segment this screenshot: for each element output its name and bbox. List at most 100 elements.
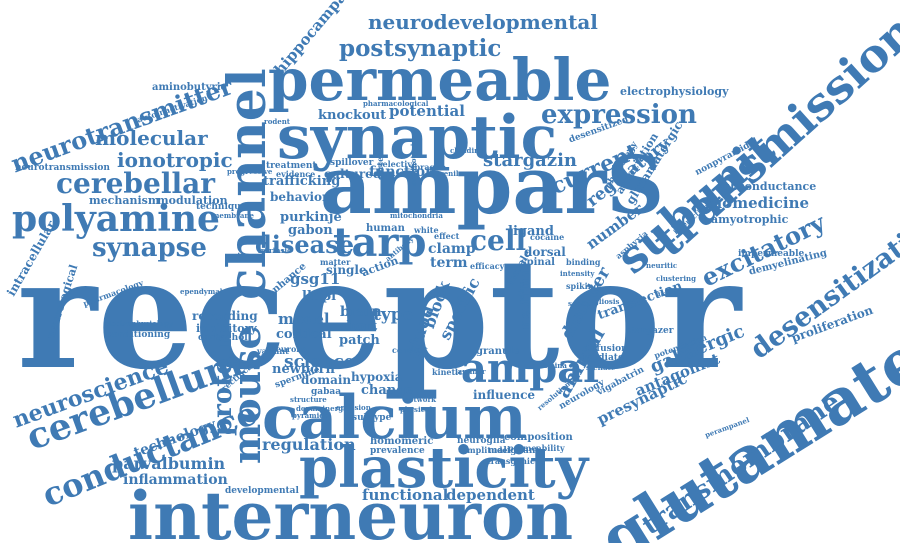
word-emission: emission [336,403,371,412]
word-function: function [369,164,436,180]
word-dopaminergic: dopaminergic [296,404,351,413]
word-synapse: synapse [92,233,207,263]
word-molecular: molecular [95,126,208,150]
word-organotypic: organotypic [409,139,418,186]
word-carbachol: carbachol [198,333,248,343]
word-amyotrophic: amyotrophic [711,213,789,226]
word-ligand: ligand [508,224,554,239]
word-ionotropic: ionotropic [117,148,233,172]
word-parvalbumin: parvalbumin [112,454,226,473]
word-treatment: treatment [266,161,317,171]
word-purkinje: purkinje [280,210,342,225]
word-transgenic: transgenic [487,456,535,466]
word-membrane: membrane [212,211,254,220]
word-influence: influence [473,388,536,402]
word-receptor: receptor [17,224,742,403]
word-behavior: behavior [270,190,329,204]
word-trafficking: trafficking [263,174,341,189]
word-matter: matter [320,257,351,267]
word-newborn: newborn [272,362,335,377]
word-pathway: pathway [228,251,261,260]
word-inflammation: inflammation [123,472,228,488]
word-evidence: evidence [276,169,316,179]
word-composition: composition [504,432,573,443]
word-plasticity: plasticity [299,435,589,501]
word-structure: structure [290,395,327,404]
word-change: change [361,383,414,398]
word-sprague: sprague [410,162,446,172]
word-mitochondria: mitochondria [390,211,443,220]
word-ependymal: ependymal [180,287,223,296]
word-human: human [366,223,405,234]
word-interneuron: interneuron [128,477,574,543]
word-kainate: kainate [216,359,246,368]
word-ampars: amparS [320,138,665,232]
word-gsg11: gsg11 [290,270,341,288]
word-homomeric: homomeric [370,436,434,447]
word-efficacy: efficacy [470,261,505,271]
word-neurodevelopmental: neurodevelopmental [368,10,598,34]
word-synaptic: synaptic [277,103,558,173]
word-conditioning: conditioning [106,330,171,340]
word-type: type [373,305,414,325]
word-progressive: progressive [227,167,273,176]
word-rodent: rodent [264,117,291,126]
word-term: term [430,255,468,271]
word-knockout: knockout [318,108,387,123]
word-postsynaptic: postsynaptic [339,35,502,62]
word-cortical: cortical [276,327,332,342]
word-white: white [414,225,439,235]
word-polyamine: polyamine [12,198,220,240]
word-juvenile: juvenile [432,169,464,178]
word-neuritic: neuritic [646,261,678,270]
word-patch: patch [339,333,380,348]
word-physical: physical [400,405,433,414]
word-aminobutyric: aminobutyric [152,82,227,93]
word-diffusion: diffusion [583,344,628,354]
word-disease: disease [255,230,355,259]
word-ampar: ampar [461,345,605,392]
word-amplitude: amplitude [462,445,508,455]
word-claudins: claudins [450,146,484,155]
word-stargazer: stargazer [626,326,674,336]
word-subtype: subtype [352,413,392,423]
word-impermeable: impermeable [738,249,805,259]
word-pyramidal: pyramidal [292,411,332,420]
word-expression: expression [541,100,697,130]
word-developmental: developmental [225,486,299,496]
word-conduct: conduct [392,345,428,355]
word-neuroglia: neuroglia [457,436,506,446]
word-selective: selective [378,159,418,169]
word-electrophysiology: electrophysiology [620,85,729,98]
word-pharmacological: pharmacological [363,99,429,108]
word-clustering: clustering [656,274,696,283]
word-electrophysiology-small: electrophysiology [104,319,174,328]
word-modulation: modulation [157,194,228,207]
word-permeability: permeability [508,443,565,453]
word-malignant: malignant [488,446,540,456]
word-stargazin: stargazin [483,150,577,171]
word-recording: recording [192,309,258,323]
word-gabon: gabon [288,223,333,238]
word-intensity: intensity [560,269,595,278]
word-biomedicine: biomedicine [706,194,810,212]
word-gliosis: gliosis [594,297,620,306]
word-permeable: permeable [268,46,612,114]
word-spiking: spiking [566,281,600,291]
word-binding: binding [566,257,601,267]
word-granule: granule [476,346,520,357]
word-intrinsic: intrinsic [258,246,292,255]
word-calcium: calcium [262,383,527,453]
word-functional: functional [362,486,449,504]
word-dorsal: dorsal [524,245,566,259]
word-subconductance: subconductance [716,180,817,193]
word-hypoxia: hypoxia [351,370,403,384]
word-potential: potential [389,102,465,120]
word-mechanism: mechanism [89,194,160,207]
word-inhibitory: inhibitory [196,322,257,335]
word-gabaa: gabaa [311,387,342,397]
word-retina: retina [517,280,526,304]
word-brain: brain [340,304,382,320]
word-ataxia: ataxia [656,289,680,298]
